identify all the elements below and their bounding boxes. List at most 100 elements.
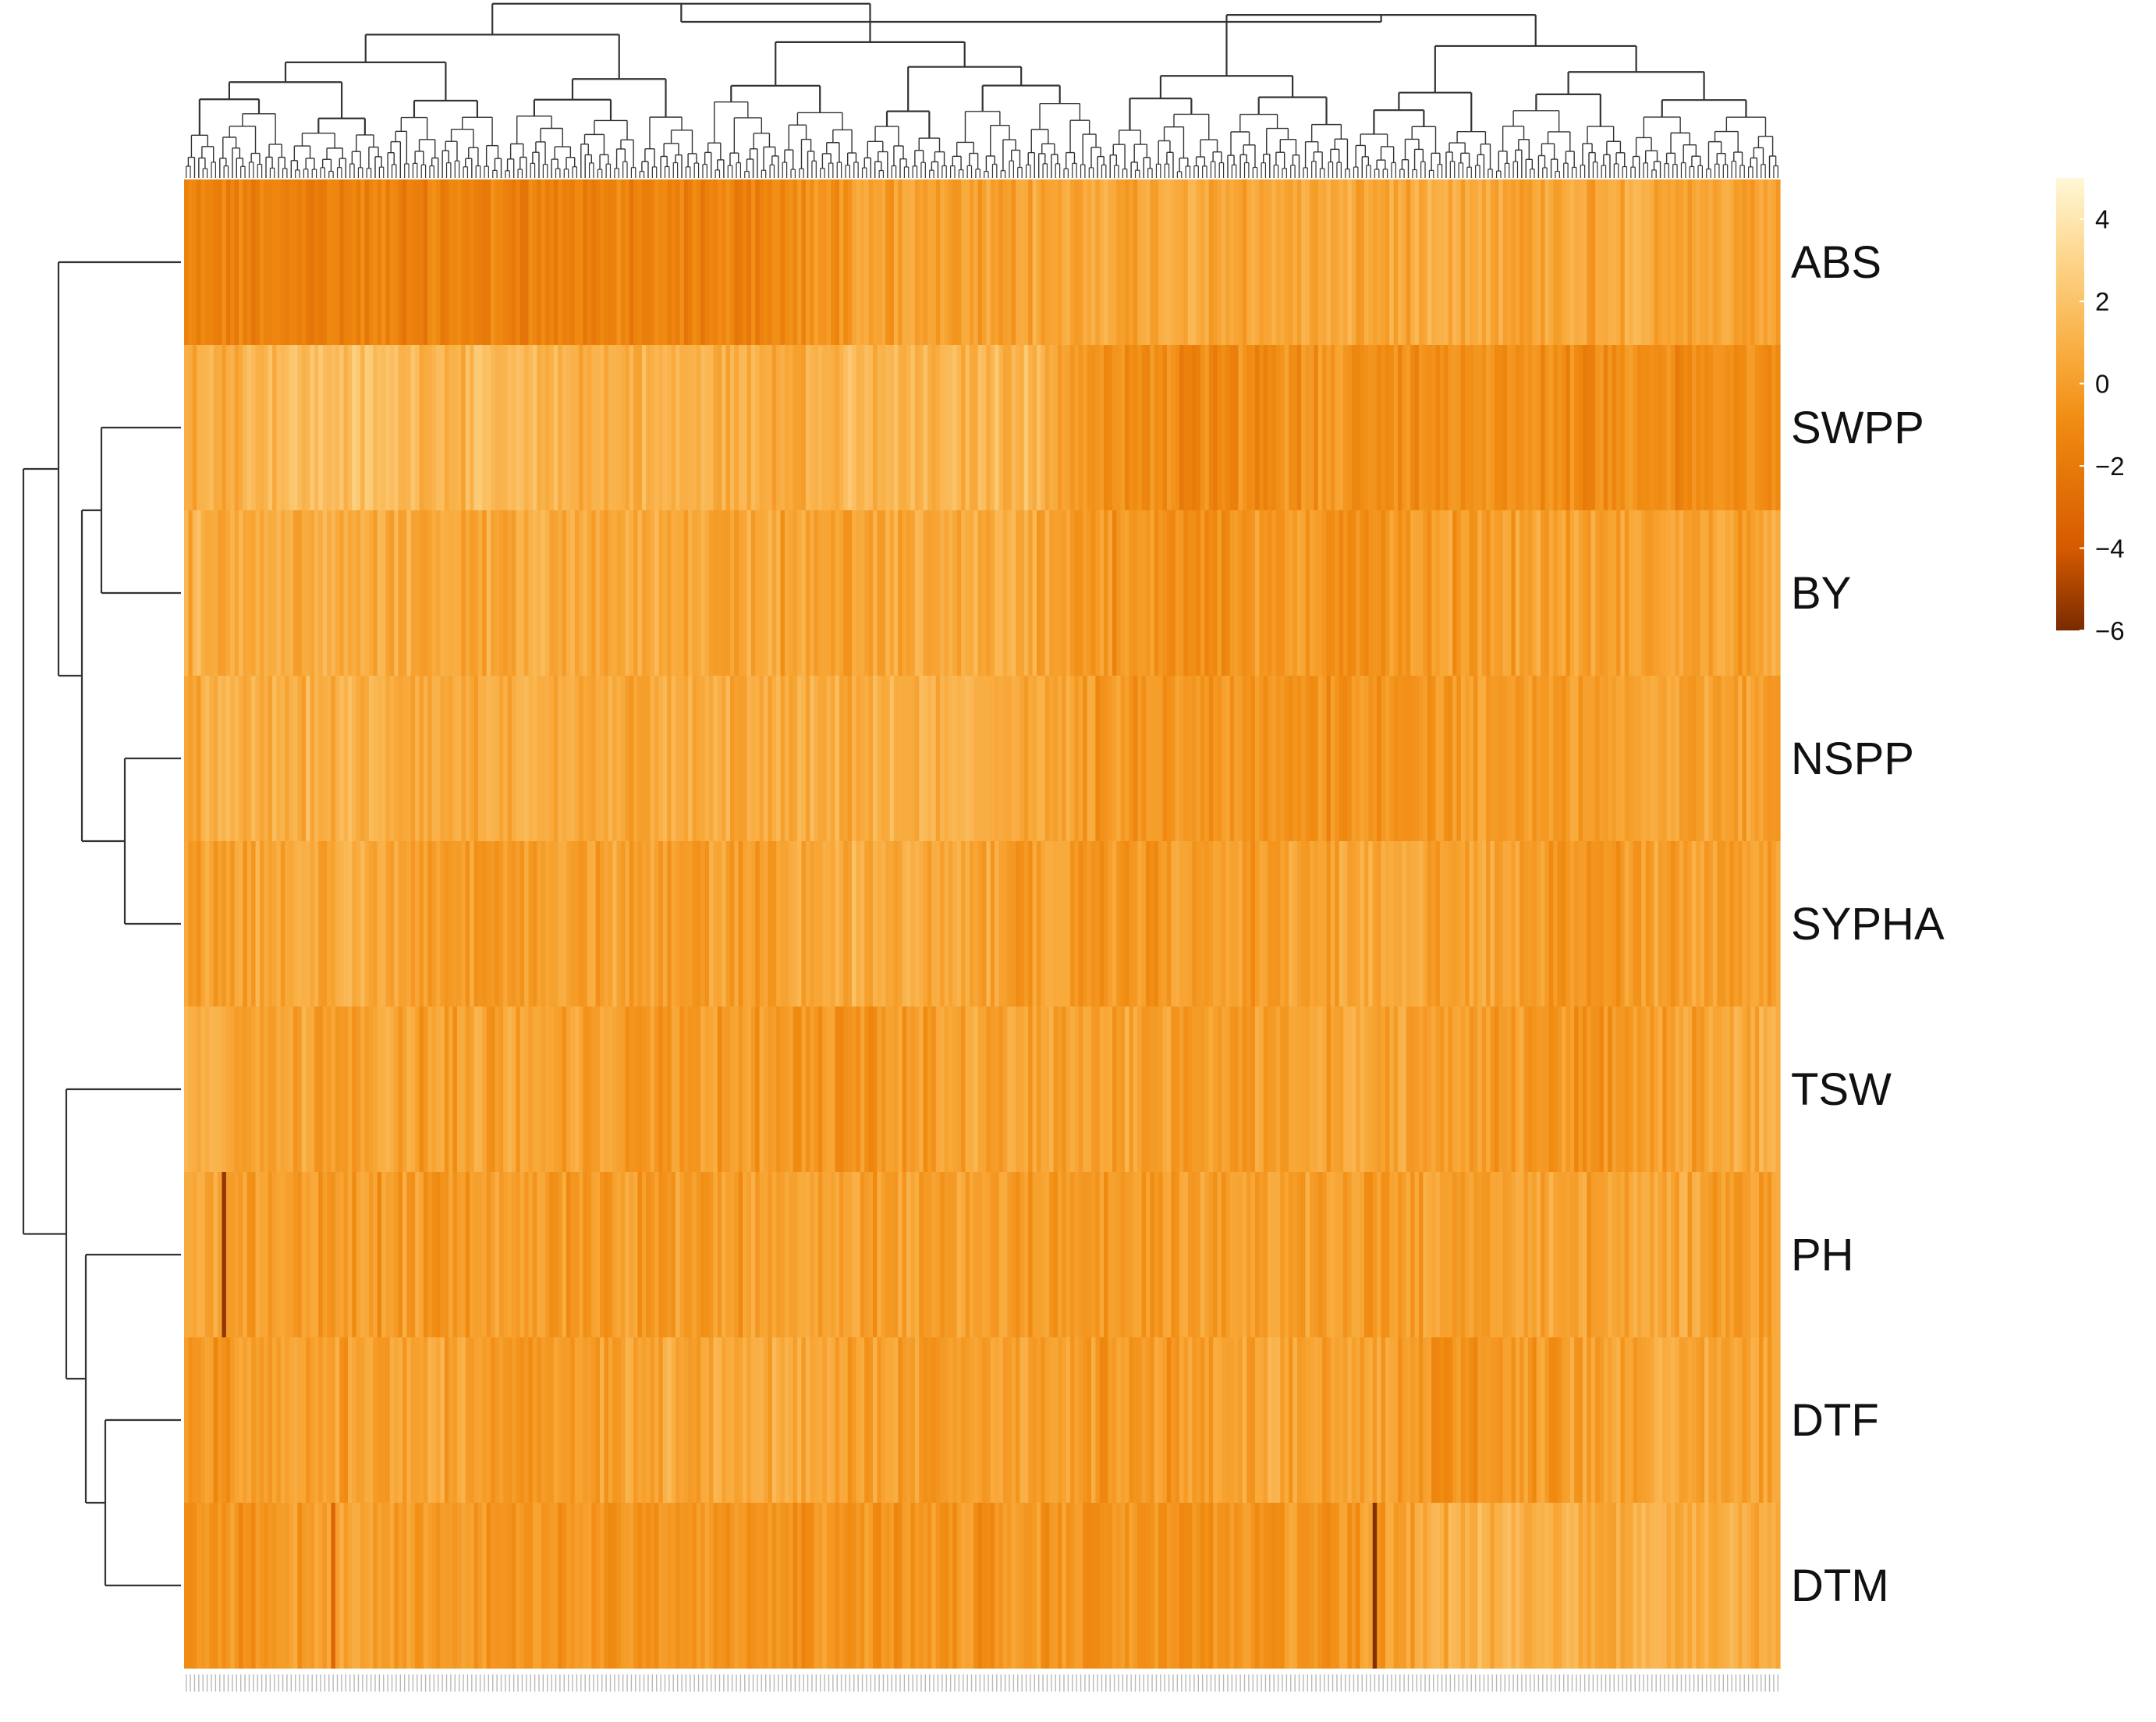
heatmap-cell	[415, 510, 420, 676]
heatmap-cell	[860, 179, 865, 346]
heatmap-cell	[1326, 1337, 1332, 1504]
heatmap-cell	[1444, 1172, 1449, 1338]
heatmap-cell	[1381, 841, 1386, 1007]
heatmap-cell	[906, 676, 912, 842]
heatmap-cell	[1502, 179, 1508, 346]
heatmap-cell	[1284, 1337, 1289, 1504]
heatmap-cell	[322, 1503, 328, 1669]
heatmap-cell	[1414, 1172, 1420, 1338]
heatmap-cell	[1301, 1007, 1307, 1173]
heatmap-cell	[314, 179, 319, 346]
heatmap-cell	[285, 345, 290, 511]
heatmap-cell	[1775, 1172, 1781, 1338]
heatmap-cell	[881, 1007, 886, 1173]
heatmap-cell	[990, 841, 995, 1007]
heatmap-cell	[431, 179, 437, 346]
heatmap-cell	[722, 841, 727, 1007]
heatmap-cell	[1460, 179, 1466, 346]
heatmap-cell	[1750, 1172, 1756, 1338]
heatmap-cell	[1431, 1172, 1437, 1338]
heatmap-cell	[1427, 841, 1432, 1007]
heatmap-cell	[1389, 1337, 1395, 1504]
heatmap-cell	[583, 676, 588, 842]
heatmap-cell	[881, 1503, 886, 1669]
heatmap-cell	[1246, 1503, 1252, 1669]
heatmap-cell	[1645, 345, 1651, 511]
heatmap-cell	[406, 510, 412, 676]
heatmap-cell	[1116, 1172, 1122, 1338]
heatmap-cell	[197, 1503, 202, 1669]
heatmap-cell	[377, 676, 382, 842]
heatmap-cell	[885, 841, 891, 1007]
heatmap-cell	[1129, 179, 1134, 346]
heatmap-cell	[373, 1503, 378, 1669]
heatmap-cell	[1733, 1503, 1739, 1669]
heatmap-cell	[1578, 1007, 1583, 1173]
heatmap-cell	[1120, 179, 1126, 346]
heatmap-cell	[722, 345, 727, 511]
heatmap-cell	[1268, 1172, 1273, 1338]
heatmap-cell	[1587, 179, 1592, 346]
heatmap-cell	[1721, 676, 1726, 842]
heatmap-cell	[322, 345, 328, 511]
heatmap-cell	[671, 345, 676, 511]
heatmap-cell	[1162, 676, 1168, 842]
heatmap-cell	[537, 841, 542, 1007]
heatmap-cell	[1494, 1503, 1499, 1669]
heatmap-cell	[750, 345, 756, 511]
heatmap-cell	[831, 1337, 836, 1504]
heatmap-cell	[990, 179, 995, 346]
row-label-ph: PH	[1791, 1230, 1854, 1280]
heatmap-cell	[1062, 841, 1067, 1007]
heatmap-cell	[1587, 345, 1592, 511]
heatmap-cell	[1721, 1172, 1726, 1338]
heatmap-cell	[1666, 179, 1672, 346]
heatmap-cell	[394, 1007, 399, 1173]
heatmap-cell	[864, 841, 870, 1007]
heatmap-cell	[385, 676, 391, 842]
heatmap-cell	[306, 676, 311, 842]
heatmap-cell	[1032, 1007, 1037, 1173]
heatmap-cell	[1339, 1007, 1344, 1173]
heatmap-cell	[1456, 1503, 1462, 1669]
heatmap-cell	[264, 676, 269, 842]
heatmap-cell	[1460, 1503, 1466, 1669]
heatmap-cell	[671, 676, 676, 842]
heatmap-cell	[667, 676, 672, 842]
heatmap-cell	[948, 676, 953, 842]
row-label-abs: ABS	[1791, 237, 1881, 288]
heatmap-cell	[1658, 1337, 1663, 1504]
heatmap-cell	[192, 1503, 197, 1669]
heatmap-cell	[524, 841, 530, 1007]
heatmap-cell	[1314, 1337, 1319, 1504]
heatmap-cell	[612, 345, 618, 511]
heatmap-cell	[646, 345, 651, 511]
heatmap-cell	[768, 1172, 773, 1338]
heatmap-cell	[574, 841, 580, 1007]
heatmap-cell	[1166, 179, 1172, 346]
heatmap-cell	[814, 345, 819, 511]
heatmap-cell	[498, 1172, 504, 1338]
heatmap-cell	[1393, 1172, 1399, 1338]
heatmap-cell	[1624, 510, 1629, 676]
heatmap-cell	[637, 841, 643, 1007]
heatmap-cell	[1721, 1337, 1726, 1504]
heatmap-cell	[289, 179, 294, 346]
heatmap-cell	[1187, 179, 1193, 346]
heatmap-cell	[1633, 1007, 1638, 1173]
heatmap-cell	[1629, 1503, 1634, 1669]
heatmap-cell	[268, 1007, 273, 1173]
heatmap-cell	[860, 1503, 865, 1669]
heatmap-cell	[1704, 676, 1710, 842]
heatmap-cell	[1654, 345, 1659, 511]
heatmap-cell	[1696, 345, 1701, 511]
heatmap-cell	[906, 841, 912, 1007]
heatmap-cell	[1221, 179, 1226, 346]
heatmap-cell	[230, 179, 236, 346]
heatmap-cell	[1427, 179, 1432, 346]
heatmap-cell	[246, 510, 252, 676]
heatmap-cell	[729, 1337, 735, 1504]
heatmap-cell	[532, 179, 537, 346]
heatmap-cell	[347, 1172, 353, 1338]
heatmap-cell	[1691, 676, 1697, 842]
